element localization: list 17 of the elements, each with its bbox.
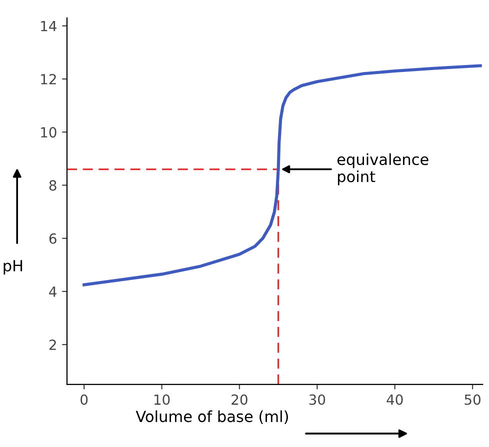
y-tick-label: 6 — [49, 233, 56, 244]
x-tick-label: 40 — [386, 394, 403, 405]
y-tick-label: 2 — [49, 340, 56, 350]
x-tick-label: 20 — [232, 394, 248, 405]
y-tick-label: 4 — [49, 286, 56, 297]
x-tick-label: 0 — [80, 394, 88, 405]
x-tick-label: 30 — [309, 394, 326, 405]
y-tick-label: 14 — [41, 21, 56, 32]
y-tick-label: 12 — [41, 74, 56, 84]
line-series — [82, 64, 482, 286]
x-tick-label: 50 — [464, 394, 480, 405]
x-axis-title: Volume of base (ml) — [136, 410, 288, 424]
y-tick-label: 8 — [49, 180, 56, 191]
y-tick-label: 10 — [41, 127, 56, 138]
x-tick-label: 10 — [154, 394, 170, 405]
y-axis-title: pH — [4, 260, 22, 274]
annotation: equivalence point — [337, 153, 428, 186]
